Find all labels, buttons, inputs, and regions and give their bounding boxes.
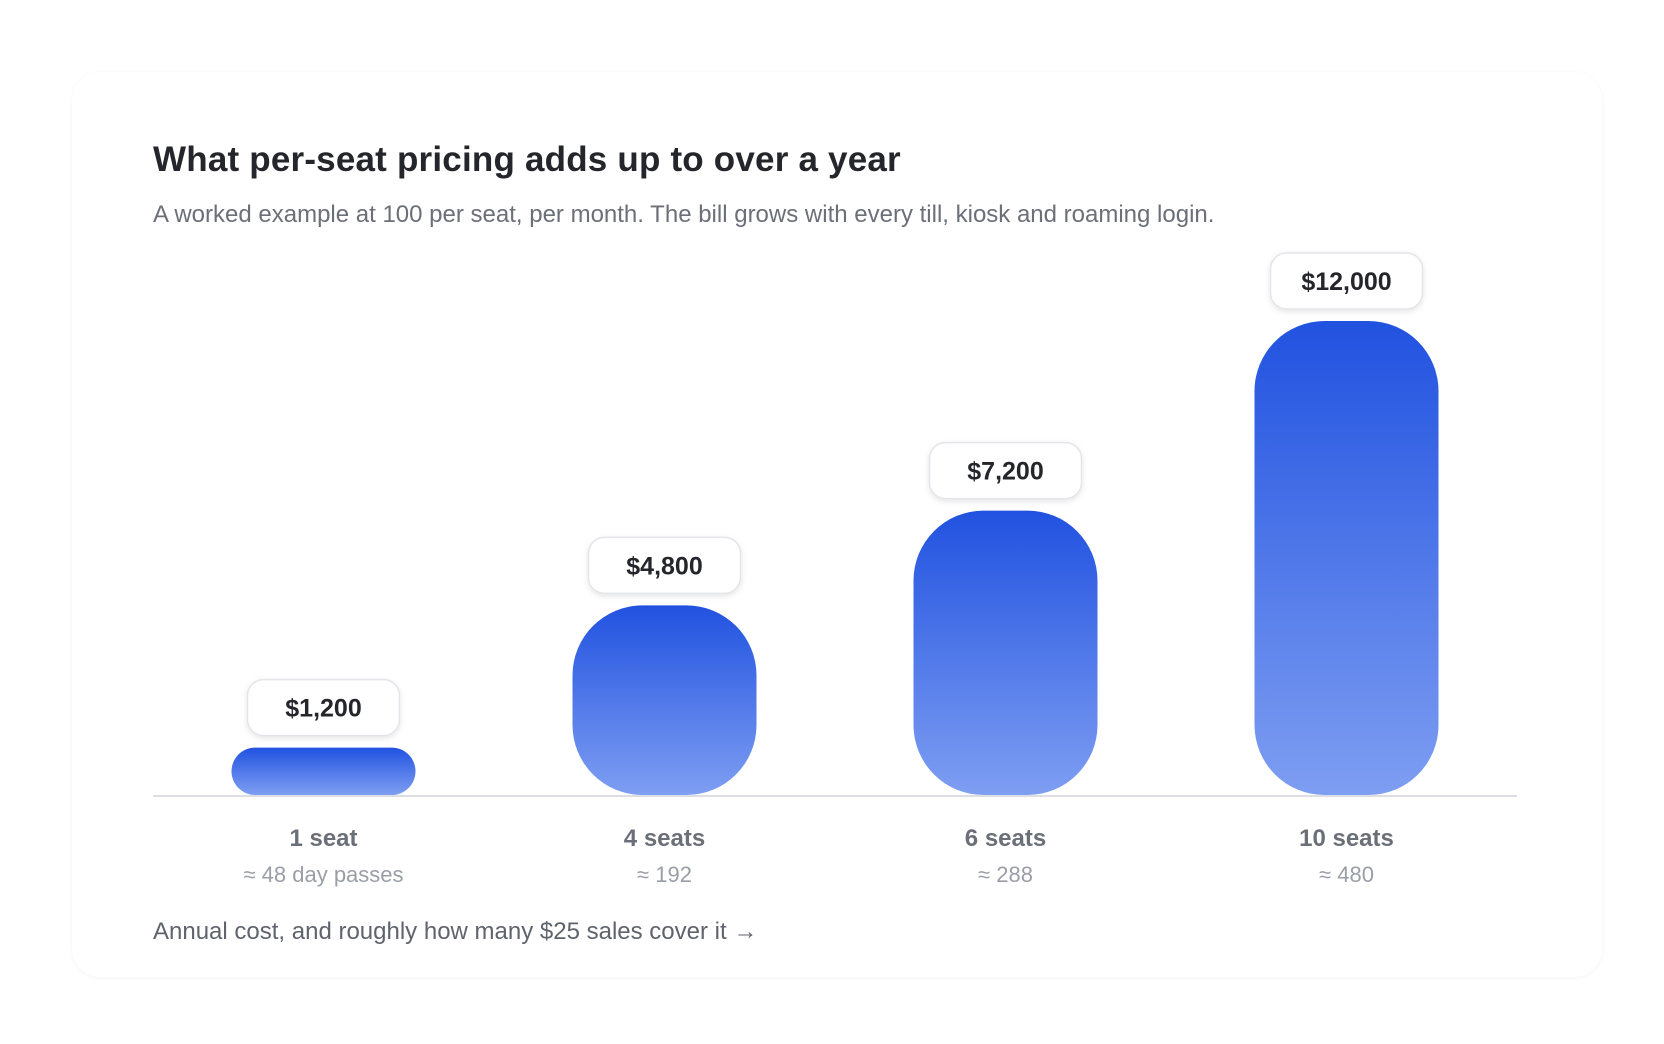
category-label-4-seats: 4 seats — [624, 825, 705, 852]
bar-10-seats — [1254, 321, 1439, 795]
value-label-pill-6-seats — [928, 441, 1083, 500]
value-label-6-seats: $7,200 — [967, 458, 1043, 486]
value-label-pill-10-seats — [1269, 252, 1424, 310]
category-label-1-seat: 1 seat — [289, 825, 357, 852]
value-label-4-seats: $4,800 — [626, 552, 702, 580]
sublabel-10-seats: ≈ 480 — [1319, 862, 1374, 887]
category-label-10-seats: 10 seats — [1299, 825, 1394, 852]
category-label-6-seats: 6 seats — [965, 825, 1046, 852]
sublabel-6-seats: ≈ 288 — [978, 862, 1033, 887]
bar-6-seats — [913, 510, 1098, 795]
chart-footnote: Annual cost, and roughly how many $25 sa… — [153, 918, 758, 945]
chart-subtitle: A worked example at 100 per seat, per mo… — [153, 201, 1215, 228]
sublabel-1-seat: ≈ 48 day passes — [243, 862, 403, 887]
bar-4-seats — [572, 605, 757, 795]
value-label-pill-4-seats — [587, 536, 742, 595]
bar-1-seat — [231, 747, 416, 795]
value-label-pill-1-seat — [246, 678, 401, 737]
chart-title: What per-seat pricing adds up to over a … — [153, 140, 901, 179]
value-label-10-seats: $12,000 — [1301, 268, 1391, 296]
value-label-1-seat: $1,200 — [285, 695, 361, 723]
sublabel-4-seats: ≈ 192 — [637, 862, 692, 887]
